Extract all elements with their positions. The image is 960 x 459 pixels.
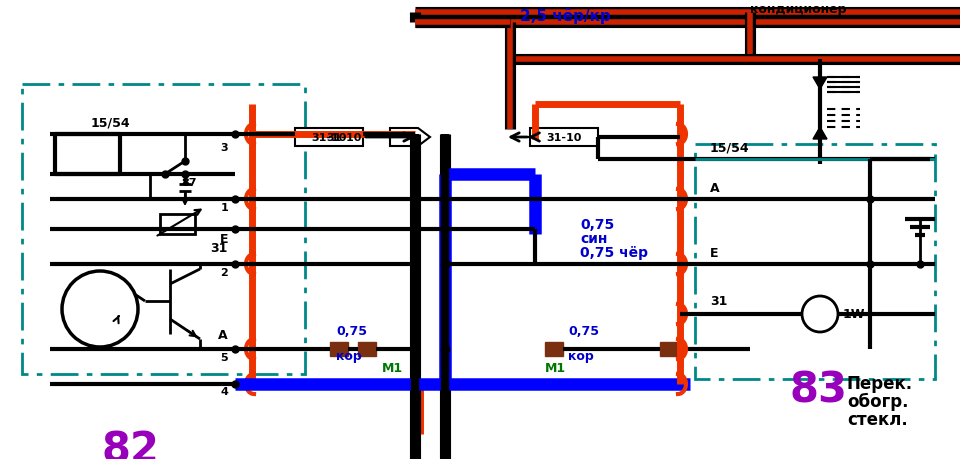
- Text: стекл.: стекл.: [847, 410, 908, 428]
- Text: 83: 83: [790, 369, 848, 411]
- Bar: [358, 342, 376, 356]
- Text: 4: 4: [220, 386, 228, 396]
- Text: кондиционер: кондиционер: [750, 3, 847, 16]
- Bar: [330, 342, 348, 356]
- Bar: [695, 145, 935, 379]
- Circle shape: [802, 297, 838, 332]
- Circle shape: [62, 271, 138, 347]
- Text: 2,5 чёр/кр: 2,5 чёр/кр: [520, 8, 611, 24]
- Text: кор: кор: [336, 349, 362, 362]
- Text: обогр.: обогр.: [847, 392, 908, 410]
- Bar: [545, 342, 563, 356]
- Bar: [22, 85, 305, 374]
- Text: 0,75 чёр: 0,75 чёр: [580, 246, 648, 259]
- Text: A: A: [710, 182, 720, 195]
- Text: 2: 2: [220, 268, 228, 277]
- Text: E: E: [220, 233, 228, 246]
- Text: 31-10: 31-10: [326, 133, 362, 143]
- Bar: [660, 342, 678, 356]
- Text: 1W: 1W: [843, 308, 866, 321]
- Text: 31-10: 31-10: [311, 133, 347, 143]
- Text: 1: 1: [220, 202, 228, 213]
- Text: 31: 31: [210, 241, 228, 254]
- Text: E: E: [710, 246, 718, 259]
- Text: кор: кор: [568, 349, 593, 362]
- FancyArrow shape: [390, 129, 430, 147]
- Text: 31: 31: [710, 294, 728, 308]
- Text: M1: M1: [545, 361, 566, 374]
- Text: 87: 87: [181, 178, 197, 188]
- Bar: [160, 214, 195, 235]
- Text: 31-10: 31-10: [546, 133, 582, 143]
- Text: A: A: [218, 328, 228, 341]
- Text: 82: 82: [101, 429, 159, 459]
- Text: 3: 3: [221, 143, 228, 153]
- Text: M1: M1: [382, 361, 403, 374]
- Polygon shape: [813, 128, 827, 140]
- Bar: [530, 129, 598, 147]
- Text: 5: 5: [221, 352, 228, 362]
- Text: 0,75: 0,75: [580, 218, 614, 231]
- Text: Перек.: Перек.: [847, 374, 913, 392]
- Text: 15/54: 15/54: [90, 117, 130, 130]
- Text: 15/54: 15/54: [710, 142, 750, 155]
- Text: син: син: [580, 231, 608, 246]
- Text: 0,75: 0,75: [336, 325, 367, 337]
- Bar: [295, 129, 363, 147]
- Polygon shape: [813, 78, 827, 90]
- Text: 0,75: 0,75: [568, 325, 599, 337]
